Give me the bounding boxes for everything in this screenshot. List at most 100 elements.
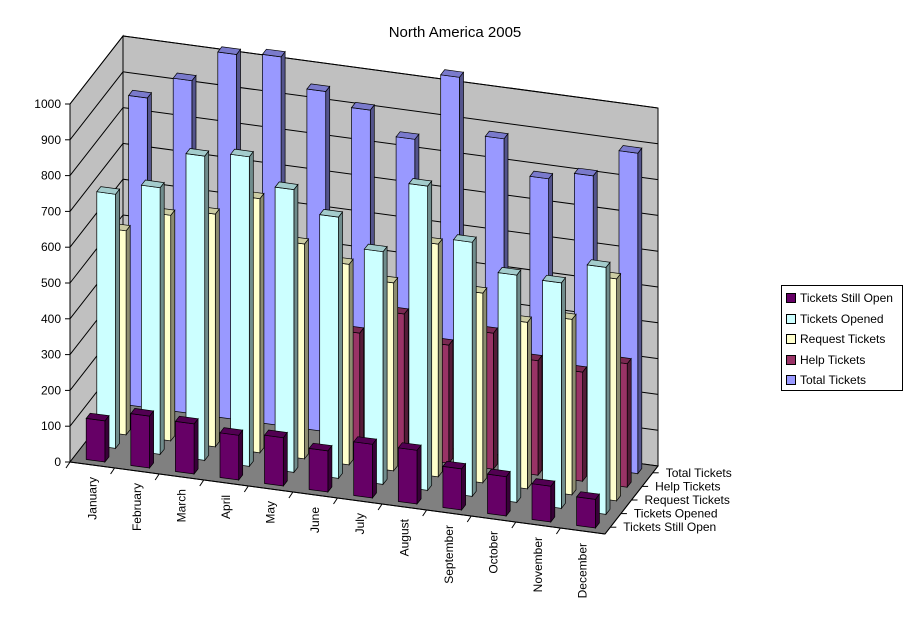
bar-side [403,307,409,459]
bar [497,267,522,504]
bar-side [359,326,365,453]
bar-top [350,102,375,111]
legend-item: Help Tickets [786,350,898,371]
x-tick [377,503,383,511]
bar-side [427,180,433,492]
y-tick-label: 600 [41,240,61,254]
bar-top [353,436,378,445]
bar-top [586,259,611,268]
bar [85,412,110,463]
bar-side [338,210,343,480]
bar-side [115,188,120,450]
y-tick-label: 0 [54,455,61,469]
bar-side [571,313,577,496]
bar [219,427,244,482]
bar-side [437,238,443,478]
bar-side [193,417,199,476]
legend-label: Total Tickets [800,373,867,388]
legend-label: Tickets Opened [800,311,884,326]
bar-side [327,444,333,494]
bar-top [319,209,344,218]
gridline [69,107,659,181]
x-tick-label: March [175,489,189,522]
bar-side [104,414,110,463]
bar-front [576,496,596,529]
bar-front [274,186,295,473]
bar [319,209,344,480]
bar-side [214,207,220,448]
bar [353,436,378,499]
bar-side [516,268,522,504]
x-tick-label: February [130,483,144,531]
bar-side [637,147,643,475]
bar [397,442,422,505]
bar-side [461,462,466,512]
x-tick-label: September [442,525,456,584]
bar [308,442,333,494]
bar-side [493,326,498,471]
x-tick-label: April [219,495,233,519]
x-tick-label: January [85,477,99,520]
bar-side [482,286,488,484]
bar-front [85,418,106,463]
x-tick [466,515,472,523]
bar-front [319,214,339,479]
bar-side [393,276,399,472]
bar-front [230,153,250,467]
bar-top [484,130,509,140]
x-tick [243,485,249,493]
bar-top [130,408,155,417]
y-tick-label: 400 [41,312,61,326]
bar-top [408,178,433,187]
bar-top [440,69,465,78]
bar [531,478,556,524]
bar-top [573,167,598,177]
bar-front [487,473,507,517]
bar [541,274,567,510]
x-tick [422,509,428,517]
bar-top [263,429,288,439]
depth-tick-label: Request Tickets [645,493,730,507]
y-axis: 0 100 200 300 400 500 600 700 800 900 1000 [34,97,71,469]
bar-top [127,89,153,99]
bar-side [382,245,388,486]
bar-top [174,415,199,425]
gridline [69,71,659,145]
bar-top [395,131,420,140]
bar-front [531,483,552,523]
y-tick-label: 500 [41,276,61,290]
x-tick-label: July [353,513,367,534]
bar-top [531,478,556,487]
y-tick-label: 900 [41,133,61,147]
bar-top [363,243,388,253]
y-tick-label: 200 [41,383,61,397]
x-tick-label: June [308,507,322,533]
y-tick-label: 1000 [34,97,61,111]
bar-side [282,431,288,488]
bar-side [304,237,309,460]
x-tick [154,473,160,481]
bar-front [353,441,373,499]
bar [363,243,388,486]
gridline [69,35,659,109]
bar-front [130,413,150,469]
bar-side [561,276,566,510]
x-tick-label: October [487,531,501,574]
bar [452,234,477,498]
bar-top [229,148,254,158]
legend: Tickets Still Open Tickets Opened Reques… [781,285,903,391]
bar-side [372,438,377,499]
bar-top [575,491,601,500]
depth-tick-label: Help Tickets [655,479,720,493]
x-tick [511,521,517,529]
bar-front [175,421,195,475]
depth-tick-label: Total Tickets [666,466,732,480]
depth-tick-label: Tickets Opened [634,507,718,521]
legend-swatch [786,354,796,365]
bar-top [96,186,121,195]
legend-item: Request Tickets [786,329,898,350]
legend-label: Help Tickets [800,352,866,367]
bar [130,408,155,469]
bar-top [306,83,331,92]
x-tick-label: August [397,518,411,556]
